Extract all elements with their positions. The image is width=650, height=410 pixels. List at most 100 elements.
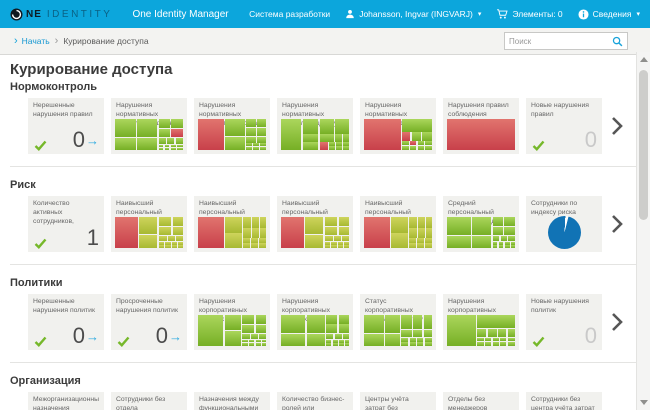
header-menu-label: Johansson, Ingvar (INGVARJ)	[359, 9, 473, 19]
treemap-tile	[510, 245, 515, 248]
treemap-tile	[391, 217, 408, 233]
dashboard-card[interactable]: Просроченные нарушения политик 0 →	[111, 294, 187, 350]
dashboard-card[interactable]: Нарушения нормативных правил по ролям	[360, 98, 436, 154]
search-box[interactable]	[504, 32, 628, 50]
treemap-tile	[139, 234, 158, 248]
dashboard-card[interactable]: Межорганизационные назначения	[28, 392, 104, 410]
dashboard-card[interactable]: Новые нарушения правил 0	[526, 98, 602, 154]
dashboard-card[interactable]: Средний персональный индекс риска для	[443, 196, 519, 252]
treemap-tile	[324, 245, 330, 248]
dashboard-card[interactable]: Центры учёта затрат без менеджеров	[360, 392, 436, 410]
dashboard-card[interactable]: Нарушения нормативных правил по участкам	[194, 98, 270, 154]
treemap-tile	[249, 339, 255, 343]
header-menu-item[interactable]: Элементы: 0	[496, 9, 563, 19]
treemap-tile	[485, 341, 492, 346]
breadcrumb-home-link[interactable]: Начать	[21, 36, 50, 46]
card-title: Сотрудники по индексу риска	[531, 200, 578, 216]
one-identity-logo[interactable]: NE IDENTITY	[10, 8, 112, 21]
dashboard-card[interactable]: Сотрудники без центра учёта затрат	[526, 392, 602, 410]
dashboard-card[interactable]: Сотрудники по индексу риска	[526, 196, 602, 252]
treemap-tile	[492, 242, 498, 245]
treemap-tile	[329, 146, 335, 150]
treemap-tile	[401, 329, 412, 338]
treemap-tile	[158, 242, 164, 245]
search-input[interactable]	[509, 36, 612, 46]
treemap-tile	[158, 119, 171, 128]
dashboard-card[interactable]: Назначения между функциональными	[194, 392, 270, 410]
cards-row: Нерешенные нарушения правил 0 → Нарушения н…	[28, 98, 636, 154]
cards-carousel: Межорганизационные назначения Сотрудники …	[28, 392, 602, 410]
carousel-next-icon[interactable]	[610, 114, 624, 138]
treemap-tile	[425, 243, 432, 248]
treemap-tile	[259, 146, 266, 150]
dashboard-card[interactable]: Нарушения корпоративных политик	[277, 294, 353, 350]
dashboard-card[interactable]: Нерешенные нарушения правил 0 →	[28, 98, 104, 154]
carousel-next-icon[interactable]	[610, 212, 624, 236]
dashboard-card[interactable]: Статус корпоративных политик по центру у…	[360, 294, 436, 350]
carousel-next-icon[interactable]	[610, 310, 624, 334]
dashboard-card[interactable]: Наивысший персональный индекс	[194, 196, 270, 252]
dashboard-card[interactable]: Сотрудники без отдела	[111, 392, 187, 410]
dashboard-card[interactable]: Нарушения нормативных правил по центру у…	[277, 98, 353, 154]
treemap-tile	[447, 235, 471, 248]
treemap-tile	[324, 226, 338, 235]
header-menu-item[interactable]: Сведения ▾	[578, 8, 640, 20]
dashboard-card[interactable]: Новые нарушения политик 0	[526, 294, 602, 350]
treemap-tile	[252, 217, 259, 228]
dashboard-card[interactable]: Нарушения корпоративных политик	[443, 294, 519, 350]
caret-down-icon: ▾	[477, 11, 482, 18]
treemap-tile	[171, 128, 183, 137]
info-icon	[578, 8, 589, 20]
treemap-tile	[242, 238, 250, 243]
treemap-tile	[476, 315, 515, 329]
treemap-tile	[500, 235, 507, 242]
treemap-tile	[255, 324, 266, 333]
treemap-tile	[249, 342, 255, 346]
check-icon	[34, 238, 47, 249]
treemap-tile	[329, 142, 335, 146]
dashboard-card[interactable]: Наивысший персональный индекс	[360, 196, 436, 252]
scroll-up-icon[interactable]	[640, 57, 648, 62]
arrow-right-icon: →	[169, 329, 182, 345]
treemap-tile	[115, 137, 137, 150]
treemap-tile	[246, 136, 256, 143]
treemap-tile	[259, 333, 266, 340]
treemap-tile	[325, 324, 338, 333]
dashboard-card[interactable]: Количество бизнес-ролей или организаций,	[277, 392, 353, 410]
scroll-down-icon[interactable]	[640, 400, 648, 405]
header-menu-item[interactable]: Johansson, Ingvar (INGVARJ) ▾	[345, 9, 481, 19]
dashboard-card[interactable]: Нарушения корпоративных политик	[194, 294, 270, 350]
dashboard-card[interactable]: Количество активных сотрудников, имеющих…	[28, 196, 104, 252]
card-title: Новые нарушения политик	[531, 298, 589, 314]
treemap-tile	[281, 333, 306, 346]
header-menu-label: Элементы: 0	[512, 9, 563, 19]
breadcrumb-bar: › Начать › Курирование доступа	[0, 28, 650, 55]
treemap-tile	[224, 315, 241, 330]
dashboard-card[interactable]: Нарушения нормативных правил по отделам	[111, 98, 187, 154]
treemap-tile	[172, 242, 177, 245]
treemap-tile	[137, 119, 158, 138]
header-menu-item[interactable]: Система разработки	[249, 9, 330, 19]
scrollbar-thumb[interactable]	[639, 70, 648, 220]
treemap-tile	[492, 235, 500, 242]
treemap-tile	[338, 242, 343, 245]
section: Организация Межорганизационные назначения…	[10, 375, 636, 410]
treemap-tile	[178, 245, 183, 248]
treemap-tile	[115, 217, 139, 248]
treemap-chart	[115, 217, 183, 248]
dashboard-card[interactable]: Наивысший персональный индекс	[111, 196, 187, 252]
vertical-scrollbar[interactable]	[636, 52, 650, 410]
treemap-tile	[335, 134, 342, 142]
cards-row: Количество активных сотрудников, имеющих…	[28, 196, 636, 252]
treemap-tile	[500, 337, 507, 342]
treemap-tile	[225, 119, 245, 137]
treemap-tile	[224, 330, 241, 346]
search-icon[interactable]	[612, 36, 623, 47]
dashboard-card[interactable]: Отделы без менеджеров	[443, 392, 519, 410]
dashboard-card[interactable]: Наивысший персональный индекс	[277, 196, 353, 252]
treemap-tile	[225, 217, 242, 233]
dashboard-card[interactable]: Нарушения правил соблюдения положений	[443, 98, 519, 154]
treemap-tile	[302, 134, 319, 142]
treemap-tile	[170, 147, 176, 150]
dashboard-card[interactable]: Нерешенные нарушения политик 0 →	[28, 294, 104, 350]
